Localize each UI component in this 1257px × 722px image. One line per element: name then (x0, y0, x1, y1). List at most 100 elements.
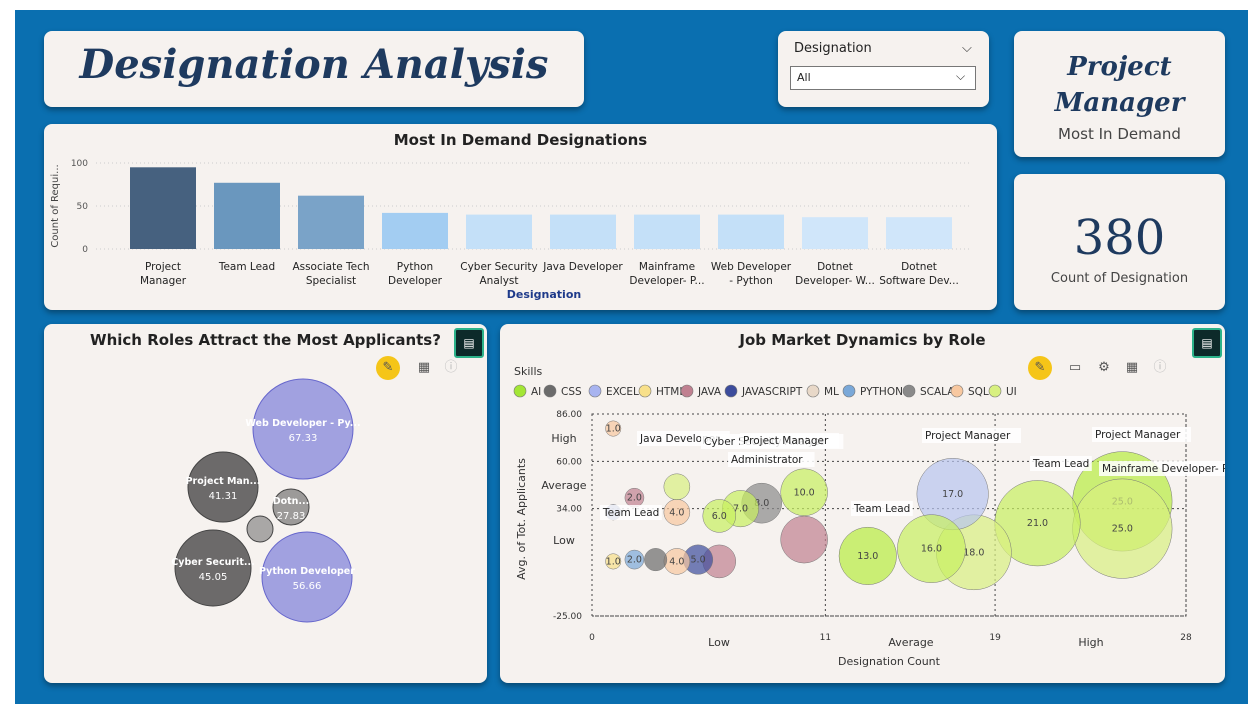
annotation-label: Project Manager (743, 435, 829, 447)
table-icon[interactable]: ▦ (417, 360, 431, 375)
y-band-label: Low (553, 534, 575, 547)
legend-item: HTML (638, 384, 685, 398)
x-band-label: Average (888, 636, 933, 649)
kpi-value-line2: Manager (1054, 88, 1185, 118)
point-label: 6.0 (712, 511, 727, 522)
kpi-count-caption: Count of Designation (1050, 271, 1189, 286)
legend-marker (513, 384, 527, 398)
bar (886, 217, 952, 249)
bar (382, 212, 448, 249)
comment-icon[interactable]: ▭ (1068, 360, 1082, 375)
legend-marker (680, 384, 694, 398)
scatter-point: 10.0 (780, 468, 828, 517)
bubble-value: 67.33 (289, 433, 318, 444)
point-label: 25.0 (1112, 524, 1133, 535)
annotation-label: Project Manager (1095, 429, 1181, 441)
point-label: 4.0 (669, 507, 684, 518)
legend-label: PYTHON (860, 386, 903, 398)
annotation: Project Manager (740, 433, 839, 448)
legend-item: CSS (543, 384, 582, 398)
chevron-down-icon[interactable]: ⌵ (956, 69, 966, 83)
bubble-circle (246, 515, 274, 543)
x-tick-label: 0 (589, 633, 595, 643)
x-tick-label: Web Developer (711, 261, 792, 273)
edit-icon[interactable]: ✎ (376, 356, 400, 380)
bubble-value: 45.05 (199, 572, 228, 583)
point-label: 2.0 (627, 493, 642, 504)
bar (214, 182, 280, 249)
focus-icon: ▤ (463, 336, 475, 350)
legend-label: JAVA (697, 386, 722, 398)
x-tick-label: Cyber Security (460, 261, 537, 273)
point-label: 4.0 (669, 556, 684, 567)
x-band-label: High (1078, 636, 1103, 649)
annotation: Project Manager (1092, 427, 1191, 442)
legend-item: JAVASCRIPT (724, 384, 803, 398)
bubble-circle (272, 488, 310, 526)
bubble: Web Developer - Py... 67.33 (245, 378, 361, 480)
scatter-point: 4.0 (663, 548, 691, 575)
point-label: 10.0 (794, 487, 815, 498)
bubble: Python Developer 56.66 (259, 531, 355, 623)
focus-mode-button[interactable]: ▤ (1192, 328, 1222, 358)
annotation-label: Team Lead (602, 507, 659, 519)
legend-label: ML (824, 386, 839, 398)
bar-chart-card: Most In Demand Designations Count of Req… (44, 124, 997, 310)
annotation-bg (600, 505, 662, 520)
info-icon[interactable]: ⓘ (444, 360, 458, 375)
bubble: Project Man... 41.31 (186, 451, 261, 523)
point-label: 2.0 (627, 555, 642, 566)
scatter-point: 4.0 (663, 499, 691, 526)
annotation-label: Administrator (731, 454, 803, 466)
legend-label: HTML (656, 386, 685, 398)
legend-marker (806, 384, 820, 398)
bar (802, 217, 868, 249)
title-card: Designation Analysis (44, 31, 584, 107)
focus-mode-button[interactable]: ▤ (454, 328, 484, 358)
bar (466, 214, 532, 249)
point-circle (897, 514, 966, 583)
kpi-caption: Most In Demand (1058, 125, 1181, 143)
annotation-bg (728, 452, 815, 467)
x-tick-label: 28 (1180, 633, 1192, 643)
edit-icon[interactable]: ✎ (1028, 356, 1052, 380)
point-label: 1.0 (606, 556, 621, 567)
designation-slicer[interactable]: Designation ⌵ All ⌵ (778, 31, 989, 107)
x-tick-label: Software Dev... (879, 275, 959, 287)
point-label: 17.0 (942, 489, 963, 500)
point-circle (663, 473, 691, 501)
scatter-point: 13.0 (838, 526, 897, 585)
kpi-value-line1: Project (1067, 52, 1172, 82)
scatter-point (644, 548, 668, 572)
info-icon[interactable]: ⓘ (1153, 360, 1167, 375)
point-label: 21.0 (1027, 518, 1048, 529)
bar (550, 214, 616, 249)
y-tick-label: 0 (82, 245, 88, 255)
point-circle (702, 499, 737, 533)
bubble-label: Web Developer - Py... (245, 418, 360, 429)
x-tick-label: Team Lead (218, 261, 275, 273)
legend-label: CSS (561, 386, 582, 398)
x-tick-label: - Python (729, 275, 773, 287)
legend-label: UI (1006, 386, 1017, 398)
designation-dropdown[interactable]: All ⌵ (790, 66, 976, 90)
legend-label: EXCEL (606, 386, 639, 398)
annotation-bg (1030, 456, 1092, 471)
x-tick-label: Mainframe (639, 261, 695, 273)
annotation: Team Lead (851, 501, 913, 516)
gear-icon[interactable]: ⚙ (1098, 360, 1110, 375)
chevron-down-icon[interactable]: ⌵ (962, 41, 972, 56)
legend-marker (588, 384, 602, 398)
bubble-circle (261, 531, 353, 623)
scatter-point: 2.0 (624, 487, 645, 508)
annotation-bg (740, 433, 839, 448)
scatter-point: 25.0 (1072, 478, 1173, 579)
x-tick-label: Analyst (480, 275, 519, 287)
bar-chart-title: Most In Demand Designations (393, 131, 648, 149)
point-label: 16.0 (921, 544, 942, 555)
bubble-chart-title: Which Roles Attract the Most Applicants? (90, 331, 441, 349)
annotation-label: Java Developer (639, 433, 720, 445)
bubble-label: Project Man... (186, 476, 261, 487)
kpi-most-in-demand: Project Manager Most In Demand (1014, 31, 1225, 157)
table-icon[interactable]: ▦ (1125, 360, 1139, 375)
